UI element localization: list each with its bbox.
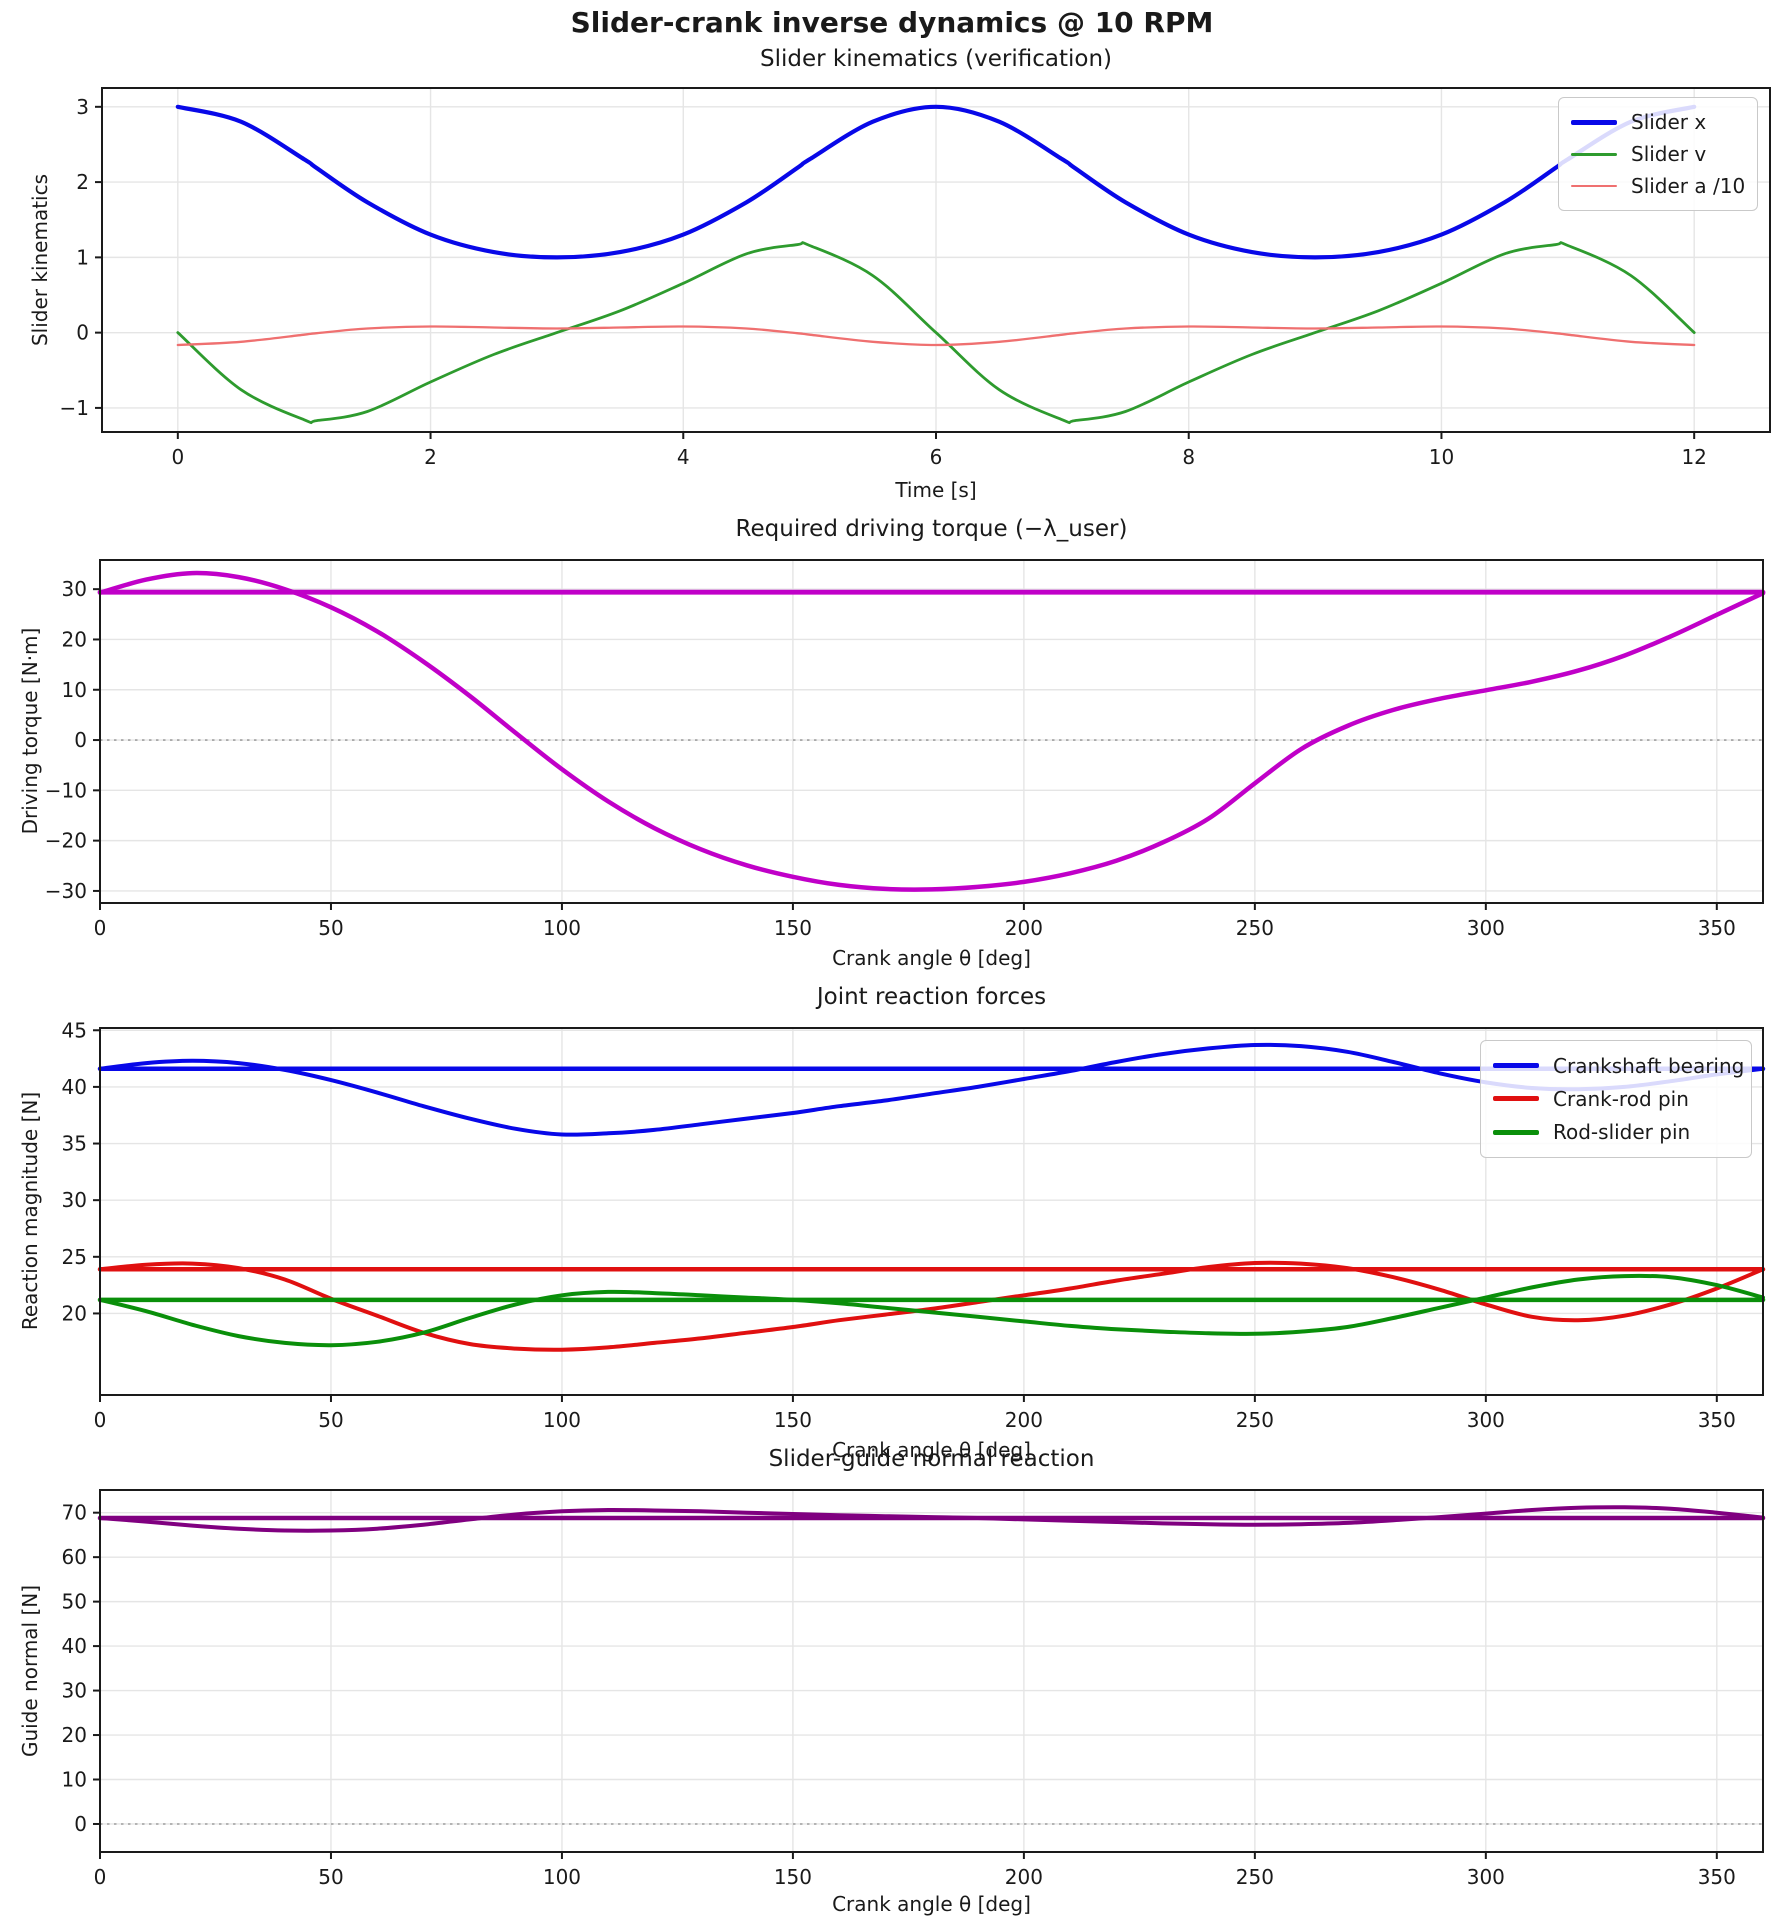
svg-text:200: 200 — [1005, 1865, 1043, 1889]
legend-item-rod-slider-pin: Rod-slider pin — [1493, 1116, 1737, 1149]
svg-text:4: 4 — [677, 445, 690, 469]
legend-label: Slider x — [1631, 110, 1707, 134]
subplot2-x-axis-label: Crank angle θ [deg] — [832, 946, 1031, 970]
svg-text:300: 300 — [1467, 1865, 1505, 1889]
svg-text:20: 20 — [62, 1723, 87, 1747]
legend-label: Crankshaft bearing — [1553, 1053, 1745, 1078]
subplot2-plot-canvas: 0 50 100 150 200 250 300 350 −30 −20 −10 0 10 20 30 — [45, 559, 1766, 940]
svg-text:2: 2 — [76, 170, 89, 194]
legend-item-crankshaft-bearing: Crankshaft bearing — [1493, 1049, 1744, 1082]
svg-text:30: 30 — [62, 1188, 87, 1212]
legend-label: Rod-slider pin — [1553, 1120, 1691, 1145]
svg-text:0: 0 — [74, 1812, 87, 1836]
svg-text:60: 60 — [62, 1545, 87, 1569]
svg-text:10: 10 — [1429, 445, 1454, 469]
svg-text:1: 1 — [76, 245, 89, 269]
svg-text:150: 150 — [774, 1408, 812, 1432]
legend-item-slider-a: Slider a /10 — [1571, 170, 1746, 202]
svg-text:0: 0 — [94, 1408, 107, 1432]
svg-text:40: 40 — [62, 1634, 87, 1658]
svg-text:3: 3 — [76, 95, 89, 119]
svg-text:40: 40 — [62, 1075, 87, 1099]
svg-text:250: 250 — [1236, 1408, 1274, 1432]
svg-text:350: 350 — [1698, 1408, 1736, 1432]
svg-text:20: 20 — [62, 1301, 87, 1325]
legend-label: Crank-rod pin — [1553, 1086, 1689, 1111]
rod-slider-pin-line-swatch — [1493, 1129, 1539, 1135]
svg-text:0: 0 — [94, 1865, 107, 1889]
slider-a-line-swatch — [1571, 184, 1617, 188]
subplot4-x-axis-label: Crank angle θ [deg] — [832, 1892, 1031, 1916]
svg-text:250: 250 — [1236, 1865, 1274, 1889]
svg-text:45: 45 — [62, 1018, 87, 1042]
svg-text:200: 200 — [1005, 916, 1043, 940]
subplot2-title: Required driving torque (−λ_user) — [735, 516, 1128, 542]
svg-text:50: 50 — [318, 1865, 343, 1889]
svg-text:350: 350 — [1698, 1865, 1736, 1889]
svg-text:0: 0 — [74, 728, 87, 752]
legend-item-slider-v: Slider v — [1571, 138, 1743, 170]
svg-text:100: 100 — [543, 1408, 581, 1432]
subplot3-y-axis-label: Reaction magnitude [N] — [18, 1091, 42, 1331]
subplot3-title: Joint reaction forces — [816, 984, 1047, 1010]
svg-text:150: 150 — [774, 1865, 812, 1889]
svg-text:50: 50 — [62, 1590, 87, 1614]
svg-text:10: 10 — [62, 678, 87, 702]
figure-title: Slider-crank inverse dynamics @ 10 RPM — [570, 6, 1214, 39]
svg-text:−30: −30 — [45, 879, 87, 903]
legend-label: Slider v — [1631, 142, 1707, 166]
crank-rod-pin-line-swatch — [1493, 1096, 1539, 1102]
svg-text:300: 300 — [1467, 1408, 1505, 1432]
svg-text:6: 6 — [930, 445, 943, 469]
svg-text:250: 250 — [1236, 916, 1274, 940]
svg-text:8: 8 — [1182, 445, 1195, 469]
subplot1-y-axis-label: Slider kinematics — [28, 173, 52, 347]
svg-text:0: 0 — [94, 916, 107, 940]
subplot3-legend: Crankshaft bearing Crank-rod pin Rod-sli… — [1480, 1040, 1752, 1158]
legend-item-slider-x: Slider x — [1571, 106, 1743, 138]
svg-text:12: 12 — [1681, 445, 1706, 469]
svg-text:100: 100 — [543, 1865, 581, 1889]
svg-text:20: 20 — [62, 627, 87, 651]
svg-text:0: 0 — [171, 445, 184, 469]
svg-text:25: 25 — [62, 1245, 87, 1269]
subplot4-y-axis-label: Guide normal [N] — [18, 1584, 42, 1758]
subplot1-title: Slider kinematics (verification) — [759, 46, 1113, 72]
subplot3-x-axis-label: Crank angle θ [deg] — [832, 1438, 1031, 1462]
svg-text:200: 200 — [1005, 1408, 1043, 1432]
svg-text:70: 70 — [62, 1501, 87, 1525]
crankshaft-bearing-line-swatch — [1493, 1063, 1539, 1069]
slider-x-line-swatch — [1571, 119, 1617, 125]
svg-text:300: 300 — [1467, 916, 1505, 940]
subplot4-title: Slider-guide normal reaction — [768, 1446, 1095, 1472]
svg-text:350: 350 — [1698, 916, 1736, 940]
subplot4-plot-canvas: 0 50 100 150 200 250 300 350 0 10 20 30 40 50 60 70 — [62, 1489, 1766, 1889]
legend-label: Slider a /10 — [1631, 174, 1746, 198]
subplot1-legend: Slider x Slider v Slider a /10 — [1558, 97, 1758, 211]
legend-item-crank-rod-pin: Crank-rod pin — [1493, 1082, 1737, 1115]
svg-text:150: 150 — [774, 916, 812, 940]
svg-text:−10: −10 — [45, 778, 87, 802]
svg-text:50: 50 — [318, 916, 343, 940]
svg-text:0: 0 — [76, 321, 89, 345]
slider-v-line-swatch — [1571, 152, 1617, 156]
svg-text:10: 10 — [62, 1768, 87, 1792]
svg-text:−1: −1 — [60, 396, 89, 420]
svg-text:2: 2 — [424, 445, 437, 469]
subplot2-y-axis-label: Driving torque [N·m] — [18, 627, 42, 835]
svg-text:−20: −20 — [45, 829, 87, 853]
svg-text:35: 35 — [62, 1132, 87, 1156]
svg-text:100: 100 — [543, 916, 581, 940]
subplot1-x-axis-label: Time [s] — [895, 478, 977, 502]
svg-text:50: 50 — [318, 1408, 343, 1432]
svg-text:30: 30 — [62, 577, 87, 601]
svg-text:30: 30 — [62, 1679, 87, 1703]
